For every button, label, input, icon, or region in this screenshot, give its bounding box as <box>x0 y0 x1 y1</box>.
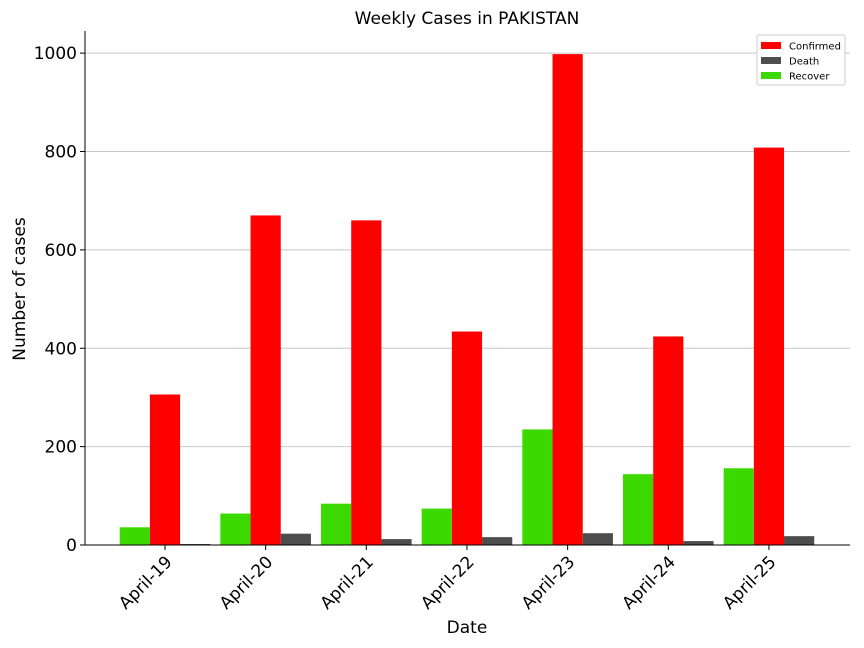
bar-recover-april-25 <box>723 468 754 545</box>
bar-death-april-23 <box>582 533 613 545</box>
x-tick-label: April-22 <box>417 552 478 613</box>
bar-death-april-21 <box>381 539 412 545</box>
bar-death-april-25 <box>784 536 815 545</box>
bar-confirmed-april-20 <box>250 215 281 545</box>
y-tick-label: 400 <box>45 339 77 359</box>
bar-confirmed-april-21 <box>351 220 382 546</box>
legend-label-confirmed: Confirmed <box>789 42 841 53</box>
y-tick-label: 1000 <box>34 44 77 64</box>
bar-death-april-22 <box>482 537 513 545</box>
bar-confirmed-april-19 <box>149 394 181 545</box>
bar-confirmed-april-22 <box>451 331 483 545</box>
bar-recover-april-21 <box>321 503 352 545</box>
bar-confirmed-april-24 <box>653 336 684 545</box>
legend-swatch-recover <box>761 72 781 79</box>
chart-title: Weekly Cases in PAKISTAN <box>355 9 580 29</box>
x-tick-label: April-20 <box>216 552 277 613</box>
y-tick-label: 0 <box>66 536 77 556</box>
bar-confirmed-april-25 <box>753 147 785 545</box>
y-axis-label: Number of cases <box>10 217 30 361</box>
x-tick-label: April-19 <box>115 552 176 613</box>
bar-death-april-24 <box>683 541 714 545</box>
x-tick-label: April-24 <box>619 552 680 613</box>
bar-recover-april-23 <box>522 429 553 545</box>
legend-label-death: Death <box>789 57 819 68</box>
legend-swatch-confirmed <box>761 42 781 49</box>
bar-recover-april-20 <box>220 513 251 545</box>
x-tick-labels: April-19 April-20 April-21 April-22 April-23… <box>115 545 780 614</box>
y-tick-labels: 0 200 400 600 800 1000 <box>34 44 85 556</box>
bar-recover-april-22 <box>421 508 452 545</box>
x-tick-label: April-25 <box>719 552 780 613</box>
bar-confirmed-april-23 <box>552 54 583 545</box>
y-tick-label: 200 <box>45 438 77 458</box>
bar-recover-april-19 <box>119 527 150 545</box>
legend-label-recover: Recover <box>789 72 830 83</box>
y-tick-label: 600 <box>45 241 77 261</box>
x-tick-label: April-21 <box>317 552 378 613</box>
y-tick-label: 800 <box>45 143 77 163</box>
bars <box>119 54 815 546</box>
legend: Confirmed Death Recover <box>756 34 846 86</box>
bar-recover-april-24 <box>622 474 654 545</box>
x-axis-label: Date <box>447 618 488 638</box>
bar-death-april-20 <box>280 533 311 545</box>
legend-swatch-death <box>761 57 781 64</box>
x-tick-label: April-23 <box>518 552 579 613</box>
axes <box>84 31 850 546</box>
